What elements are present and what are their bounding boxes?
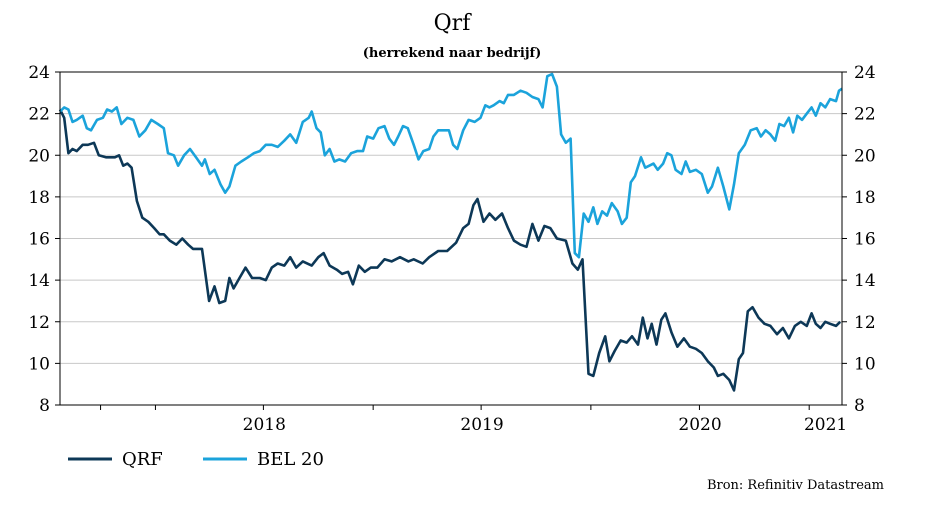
y-tick-label-right: 18 (854, 188, 876, 208)
y-tick-label-right: 20 (854, 146, 876, 166)
x-tick-label: 2018 (243, 415, 286, 435)
legend: QRF BEL 20 (68, 449, 324, 470)
y-tick-label-right: 16 (854, 230, 876, 250)
y-axis-right: 8 10 12 14 16 18 20 22 24 (842, 63, 876, 416)
chart-title: Qrf (434, 11, 473, 36)
y-tick-label-right: 22 (854, 105, 876, 125)
y-tick-label-right: 24 (854, 63, 876, 83)
x-tick-label: 2021 (804, 415, 847, 435)
y-axis-left: 8 10 12 14 16 18 20 22 24 (28, 63, 60, 416)
y-tick-label-right: 8 (854, 396, 865, 416)
y-tick-label-left: 14 (28, 271, 50, 291)
source-note: Bron: Refinitiv Datastream (707, 478, 884, 493)
series-lines (58, 72, 843, 392)
y-tick-label-left: 18 (28, 188, 50, 208)
series-line-bel20 (59, 72, 843, 259)
x-tick-label: 2020 (678, 415, 721, 435)
y-tick-label-left: 20 (28, 146, 50, 166)
y-tick-label-left: 12 (28, 313, 50, 333)
y-tick-label-left: 10 (28, 354, 50, 374)
y-tick-label-left: 24 (28, 63, 50, 83)
y-tick-label-right: 12 (854, 313, 876, 333)
legend-label-bel20: BEL 20 (257, 449, 324, 470)
y-tick-label-right: 14 (854, 271, 876, 291)
legend-label-qrf: QRF (122, 449, 163, 470)
x-tick-label: 2019 (460, 415, 503, 435)
y-tick-label-left: 8 (39, 396, 50, 416)
x-axis: 2018 2019 2020 2021 (100, 405, 847, 435)
series-line-qrf (58, 108, 842, 392)
y-tick-label-left: 22 (28, 105, 50, 125)
y-tick-label-left: 16 (28, 230, 50, 250)
plot-frame (59, 71, 843, 406)
chart-subtitle: (herrekend naar bedrijf) (363, 46, 542, 61)
y-tick-label-right: 10 (854, 354, 876, 374)
gridlines (60, 113, 842, 364)
